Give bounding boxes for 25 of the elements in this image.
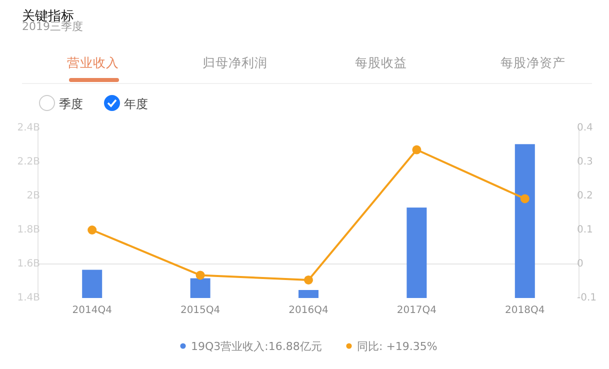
y2-tick-label: 0.1 <box>577 224 593 236</box>
text: 季度 <box>59 97 83 111</box>
text: 每股净资产 <box>500 55 566 70</box>
legend-label: 19Q3营业收入:16.88亿元 <box>191 340 322 353</box>
y2-tick-label: 0 <box>577 258 584 270</box>
x-tick-label: 2018Q4 <box>505 305 545 316</box>
text: 营业收入 <box>67 55 119 70</box>
point <box>412 145 422 154</box>
point <box>196 270 205 280</box>
text: 归母净利润 <box>202 55 268 70</box>
x-tick-label: 2015Q4 <box>180 305 220 316</box>
x-tick-label: 2017Q4 <box>396 305 437 316</box>
y2-tick-label: 0.3 <box>577 156 593 168</box>
x-tick-label: 2014Q4 <box>72 305 112 316</box>
text: 年度 <box>124 97 148 111</box>
y2-tick-label: 0.2 <box>577 190 593 202</box>
text: 每股收益 <box>355 55 407 70</box>
y2-tick-label: -0.1 <box>577 292 597 304</box>
point <box>88 226 97 234</box>
point <box>520 194 530 204</box>
x-tick-label: 2016Q4 <box>288 305 328 316</box>
chart-subtitle: 2019三季度 <box>22 20 83 33</box>
legend-label: 同比: +19.35% <box>357 340 438 353</box>
y2-tick-label: 0.4 <box>577 122 593 134</box>
point <box>304 275 313 284</box>
